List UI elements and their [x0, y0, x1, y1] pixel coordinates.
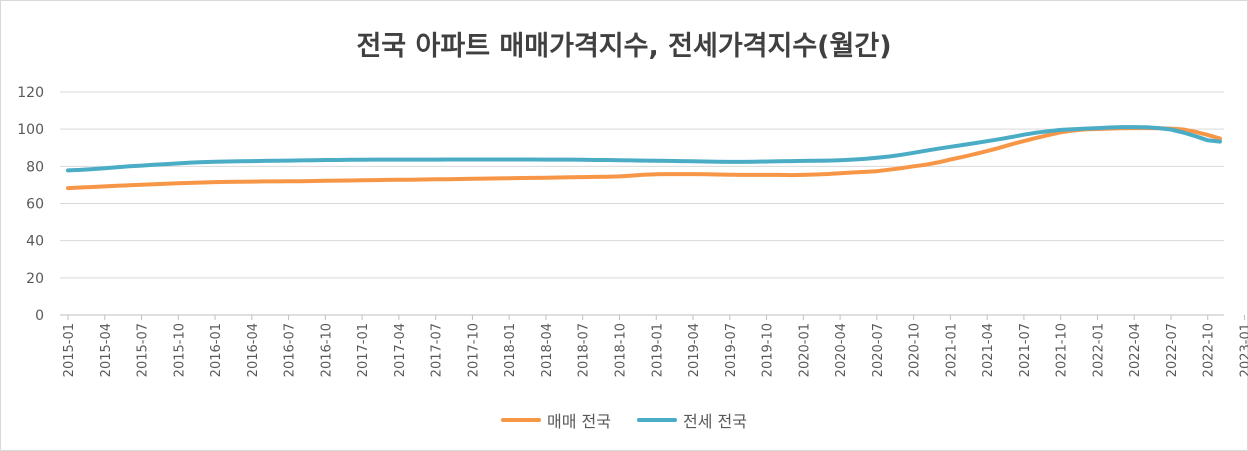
x-tick-label: 2022-01 — [1091, 323, 1106, 377]
series-line-1 — [66, 125, 1222, 173]
x-tick-label: 2023-01 — [1239, 323, 1248, 377]
x-tick-label: 2015-01 — [62, 323, 77, 377]
y-tick-label: 80 — [26, 159, 44, 175]
x-tick-label: 2017-01 — [356, 323, 371, 377]
x-tick-label: 2021-04 — [981, 323, 996, 377]
x-tick-label: 2017-10 — [466, 323, 481, 377]
x-tick-label: 2022-10 — [1202, 323, 1217, 377]
x-tick-label: 2020-10 — [908, 323, 923, 377]
x-tick-label: 2021-07 — [1018, 323, 1033, 377]
y-axis-ticks: 0 20 40 60 80 100 120 — [17, 85, 44, 324]
x-tick-label: 2016-04 — [246, 323, 261, 377]
series-line-0 — [66, 126, 1222, 191]
y-tick-label: 0 — [35, 308, 44, 324]
legend-swatch-jeonse — [637, 418, 677, 422]
x-tick-label: 2020-01 — [797, 323, 812, 377]
y-tick-label: 120 — [17, 85, 44, 101]
x-tick-label: 2021-01 — [944, 323, 959, 377]
x-axis-ticks: 2015-01 2015-04 2015-07 2015-10 2016-01 2016-… — [62, 315, 1248, 377]
x-tick-label: 2015-07 — [136, 323, 151, 377]
x-tick-label: 2016-10 — [319, 323, 334, 377]
x-tick-label: 2019-01 — [650, 323, 665, 377]
x-tick-label: 2020-07 — [871, 323, 886, 377]
chart-title: 전국 아파트 매매가격지수, 전세가격지수(월간) — [356, 31, 892, 62]
x-tick-label: 2018-01 — [503, 323, 518, 377]
x-tick-label: 2018-07 — [577, 323, 592, 377]
x-tick-label: 2016-01 — [209, 323, 224, 377]
x-tick-label: 2019-07 — [724, 323, 739, 377]
x-tick-label: 2018-10 — [613, 323, 628, 377]
legend-label-jeonse: 전세 전국 — [683, 412, 747, 431]
legend-label-sale: 매매 전국 — [547, 412, 611, 431]
x-tick-label: 2016-07 — [283, 323, 298, 377]
grid-lines — [60, 91, 1224, 316]
x-tick-label: 2017-04 — [393, 323, 408, 377]
y-tick-label: 20 — [26, 271, 44, 287]
x-tick-label: 2017-07 — [430, 323, 445, 377]
series-lines — [66, 125, 1222, 191]
legend: 매매 전국 전세 전국 — [0, 408, 1248, 432]
x-tick-label: 2015-04 — [99, 323, 114, 377]
legend-item-sale: 매매 전국 — [501, 408, 611, 432]
y-tick-label: 60 — [26, 197, 44, 213]
x-tick-label: 2022-07 — [1165, 323, 1180, 377]
x-tick-label: 2018-04 — [540, 323, 555, 377]
x-tick-label: 2015-10 — [172, 323, 187, 377]
x-tick-label: 2021-10 — [1055, 323, 1070, 377]
y-tick-label: 100 — [17, 122, 44, 138]
x-tick-label: 2020-04 — [834, 323, 849, 377]
y-tick-label: 40 — [26, 234, 44, 250]
legend-item-jeonse: 전세 전국 — [637, 408, 747, 432]
x-tick-label: 2019-10 — [761, 323, 776, 377]
x-tick-label: 2019-04 — [687, 323, 702, 377]
x-tick-label: 2022-04 — [1128, 323, 1143, 377]
legend-swatch-sale — [501, 418, 542, 422]
